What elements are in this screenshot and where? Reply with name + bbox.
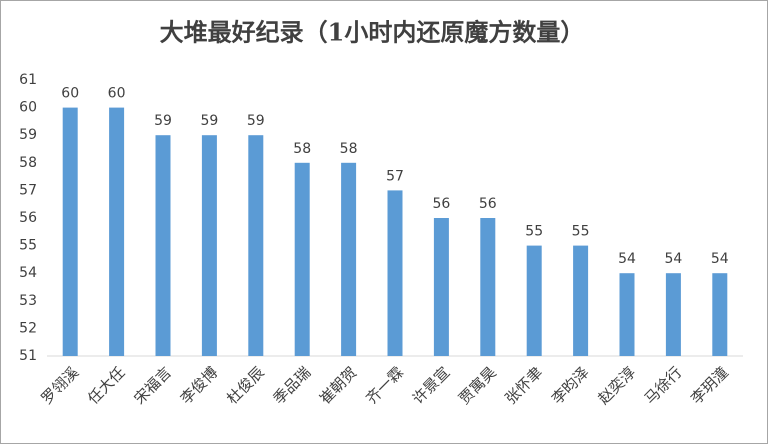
value-label: 54: [618, 251, 636, 267]
value-label: 60: [61, 86, 79, 102]
value-label: 58: [340, 141, 358, 157]
y-tick-label: 58: [19, 155, 37, 171]
bar: [387, 190, 403, 356]
bar: [712, 273, 728, 356]
value-label: 55: [525, 224, 543, 240]
bar: [665, 273, 681, 356]
bar: [433, 218, 449, 356]
value-label: 56: [479, 196, 497, 212]
value-label: 57: [386, 168, 404, 184]
value-label: 59: [154, 113, 172, 129]
bar: [248, 135, 264, 356]
bar: [480, 218, 496, 356]
value-label: 59: [247, 113, 265, 129]
bar: [201, 135, 217, 356]
bar: [619, 273, 635, 356]
y-tick-label: 60: [19, 100, 37, 116]
value-label: 58: [293, 141, 311, 157]
bar: [526, 245, 542, 356]
value-label: 54: [664, 251, 682, 267]
y-tick-label: 61: [19, 72, 37, 88]
y-tick-label: 53: [19, 293, 37, 309]
y-tick-label: 54: [19, 265, 37, 281]
y-tick-label: 52: [19, 320, 37, 336]
bar: [62, 107, 78, 356]
y-tick-label: 55: [19, 238, 37, 254]
bar: [341, 162, 357, 356]
value-label: 54: [711, 251, 729, 267]
value-label: 59: [200, 113, 218, 129]
bar: [109, 107, 125, 356]
bar: [294, 162, 310, 356]
y-tick-label: 59: [19, 127, 37, 143]
bar: [155, 135, 171, 356]
value-label: 60: [108, 86, 126, 102]
y-tick-label: 56: [19, 210, 37, 226]
value-label: 56: [432, 196, 450, 212]
value-label: 55: [572, 224, 590, 240]
bar: [573, 245, 589, 356]
y-tick-label: 57: [19, 182, 37, 198]
chart-title: 大堆最好纪录（1小时内还原魔方数量）: [160, 18, 585, 47]
y-tick-label: 51: [19, 348, 37, 364]
